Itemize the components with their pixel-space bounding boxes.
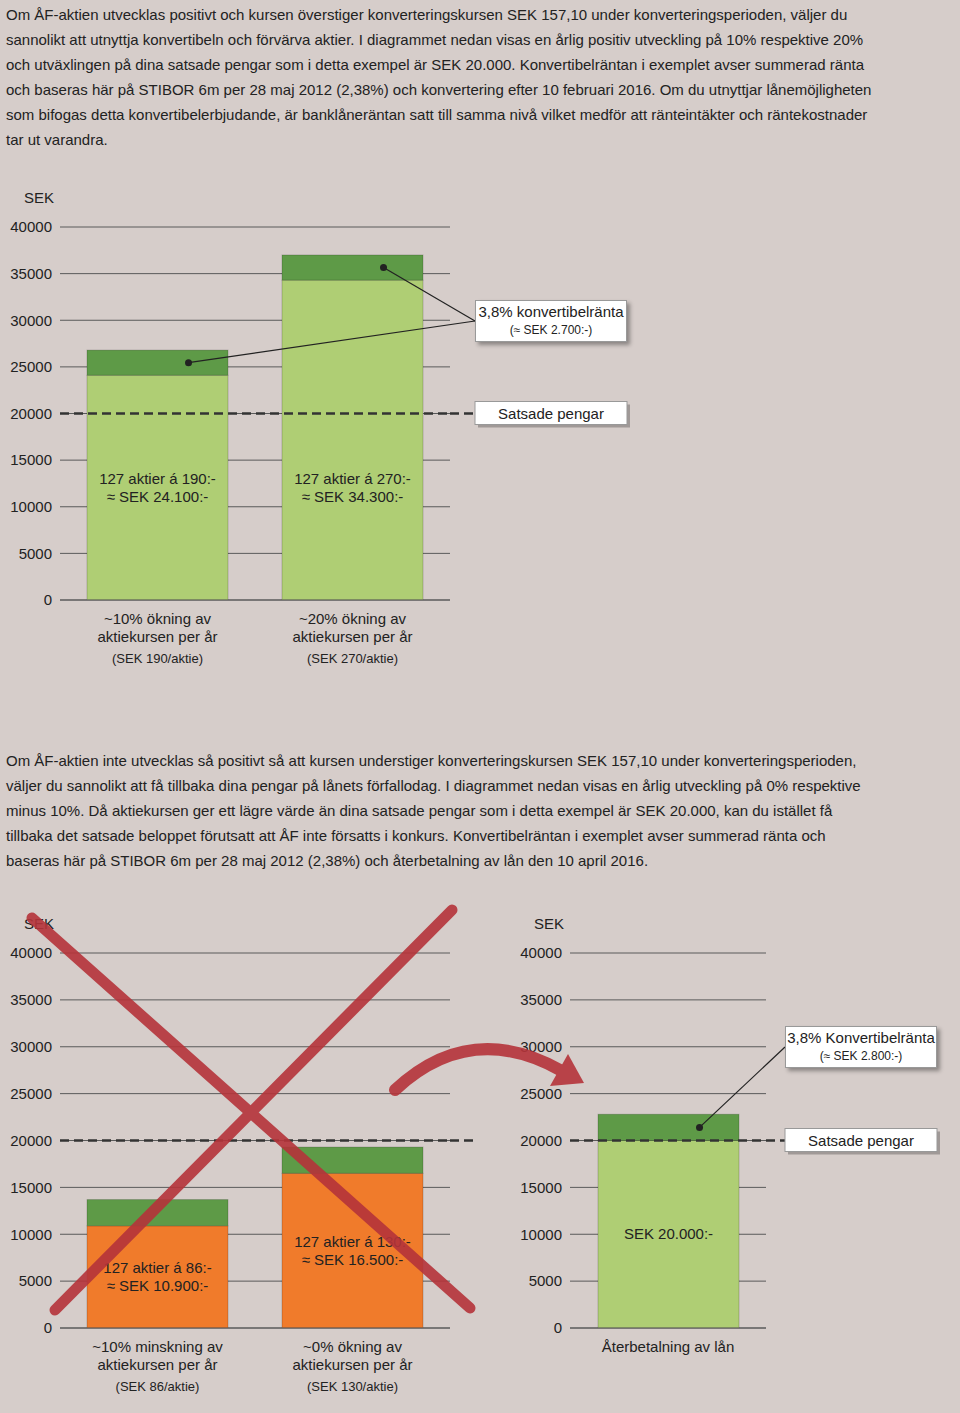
svg-text:20000: 20000	[520, 1132, 562, 1149]
svg-text:5000: 5000	[19, 1272, 52, 1289]
svg-text:aktiekursen per år: aktiekursen per år	[97, 1356, 217, 1373]
svg-text:127 aktier á 270:-: 127 aktier á 270:-	[294, 470, 411, 487]
svg-text:127 aktier á 130:-: 127 aktier á 130:-	[294, 1233, 411, 1250]
svg-text:127 aktier á 190:-: 127 aktier á 190:-	[99, 470, 216, 487]
svg-text:≈ SEK 34.300:-: ≈ SEK 34.300:-	[302, 488, 404, 505]
svg-text:~20% ökning av: ~20% ökning av	[299, 610, 407, 627]
svg-text:40000: 40000	[520, 944, 562, 961]
svg-text:15000: 15000	[10, 451, 52, 468]
svg-text:SEK 20.000:-: SEK 20.000:-	[624, 1225, 713, 1242]
svg-text:35000: 35000	[520, 991, 562, 1008]
svg-text:35000: 35000	[10, 991, 52, 1008]
svg-text:aktiekursen per år: aktiekursen per år	[97, 628, 217, 645]
html-text:SEK: SEK	[24, 189, 54, 206]
html-text:3,8% Konvertibelränta: 3,8% Konvertibelränta	[787, 1029, 935, 1046]
svg-text:15000: 15000	[520, 1179, 562, 1196]
svg-text:20000: 20000	[10, 405, 52, 422]
html-text:SEK: SEK	[534, 915, 564, 932]
svg-text:aktiekursen per år: aktiekursen per år	[292, 1356, 412, 1373]
svg-text:10000: 10000	[10, 1226, 52, 1243]
svg-text:35000: 35000	[10, 265, 52, 282]
html-text:Om ÅF-aktien inte utvecklas så: Om ÅF-aktien inte utvecklas så positivt …	[6, 752, 861, 869]
svg-text:25000: 25000	[10, 358, 52, 375]
svg-text:5000: 5000	[529, 1272, 562, 1289]
svg-text:40000: 40000	[10, 944, 52, 961]
svg-text:(SEK 86/aktie): (SEK 86/aktie)	[116, 1379, 200, 1394]
html-text:3,8% konvertibelränta: 3,8% konvertibelränta	[478, 303, 624, 320]
svg-text:Satsade pengar: Satsade pengar	[498, 405, 604, 422]
svg-text:10000: 10000	[10, 498, 52, 515]
svg-text:30000: 30000	[520, 1038, 562, 1055]
svg-text:≈ SEK 24.100:-: ≈ SEK 24.100:-	[107, 488, 209, 505]
svg-text:30000: 30000	[10, 312, 52, 329]
svg-text:aktiekursen per år: aktiekursen per år	[292, 628, 412, 645]
svg-text:(SEK 270/aktie): (SEK 270/aktie)	[307, 651, 398, 666]
svg-text:10000: 10000	[520, 1226, 562, 1243]
html-text:(≈ SEK 2.700:-): (≈ SEK 2.700:-)	[509, 323, 593, 337]
svg-text:≈ SEK 16.500:-: ≈ SEK 16.500:-	[302, 1251, 404, 1268]
svg-text:≈ SEK 10.900:-: ≈ SEK 10.900:-	[107, 1277, 209, 1294]
svg-text:~10% minskning av: ~10% minskning av	[92, 1338, 223, 1355]
svg-text:5000: 5000	[19, 545, 52, 562]
svg-text:0: 0	[554, 1319, 562, 1336]
svg-text:(SEK 130/aktie): (SEK 130/aktie)	[307, 1379, 398, 1394]
html-text:Om ÅF-aktien utvecklas positiv: Om ÅF-aktien utvecklas positivt och kurs…	[6, 6, 872, 148]
svg-text:20000: 20000	[10, 1132, 52, 1149]
svg-text:Satsade pengar: Satsade pengar	[808, 1132, 914, 1149]
html-text:SEK: SEK	[24, 915, 54, 932]
svg-text:127 aktier á 86:-: 127 aktier á 86:-	[103, 1259, 211, 1276]
svg-text:25000: 25000	[520, 1085, 562, 1102]
svg-text:0: 0	[44, 1319, 52, 1336]
svg-text:Återbetalning av lån: Återbetalning av lån	[602, 1338, 735, 1355]
svg-text:(SEK 190/aktie): (SEK 190/aktie)	[112, 651, 203, 666]
html-text:(≈ SEK 2.800:-): (≈ SEK 2.800:-)	[819, 1049, 903, 1063]
svg-text:15000: 15000	[10, 1179, 52, 1196]
svg-text:25000: 25000	[10, 1085, 52, 1102]
svg-text:40000: 40000	[10, 218, 52, 235]
svg-text:30000: 30000	[10, 1038, 52, 1055]
svg-text:~10% ökning av: ~10% ökning av	[104, 610, 212, 627]
svg-text:~0% ökning av: ~0% ökning av	[303, 1338, 402, 1355]
svg-text:0: 0	[44, 591, 52, 608]
